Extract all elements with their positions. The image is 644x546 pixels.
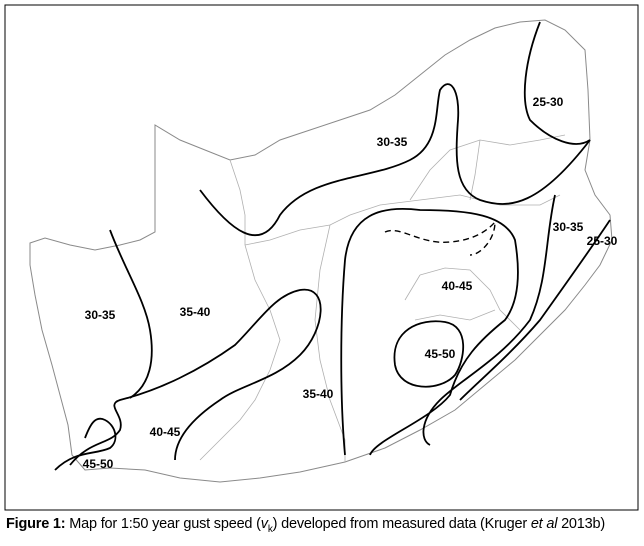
caption-text: 2013b) — [557, 516, 606, 532]
zone-label: 35-40 — [303, 387, 334, 401]
caption: Figure 1: Map for 1:50 year gust speed (… — [6, 516, 640, 535]
caption-text: Map for 1:50 year gust speed ( — [69, 516, 261, 532]
caption-text: ) developed from measured data (Kruger — [272, 516, 531, 532]
zone-label: 25-30 — [587, 234, 618, 248]
caption-subscript: k — [267, 523, 273, 535]
zone-label: 30-35 — [377, 135, 408, 149]
zone-labels: 25-30 30-35 30-35 25-30 40-45 35-40 30-3… — [83, 95, 618, 471]
province-borders — [199, 134, 566, 462]
caption-label: Figure 1: — [6, 516, 66, 532]
zone-label: 45-50 — [83, 457, 114, 471]
zone-label: 25-30 — [533, 95, 564, 109]
map: 25-30 30-35 30-35 25-30 40-45 35-40 30-3… — [4, 4, 639, 511]
country-outline — [29, 19, 613, 483]
zone-label: 45-50 — [425, 347, 456, 361]
zone-label: 30-35 — [553, 220, 584, 234]
isolines — [54, 21, 611, 471]
zone-label: 35-40 — [180, 305, 211, 319]
frame — [4, 4, 639, 511]
zone-label: 30-35 — [85, 308, 116, 322]
zone-label: 40-45 — [150, 425, 181, 439]
caption-italic: et al — [530, 516, 558, 532]
zone-label: 40-45 — [442, 279, 473, 293]
caption-symbol: v — [260, 516, 268, 532]
